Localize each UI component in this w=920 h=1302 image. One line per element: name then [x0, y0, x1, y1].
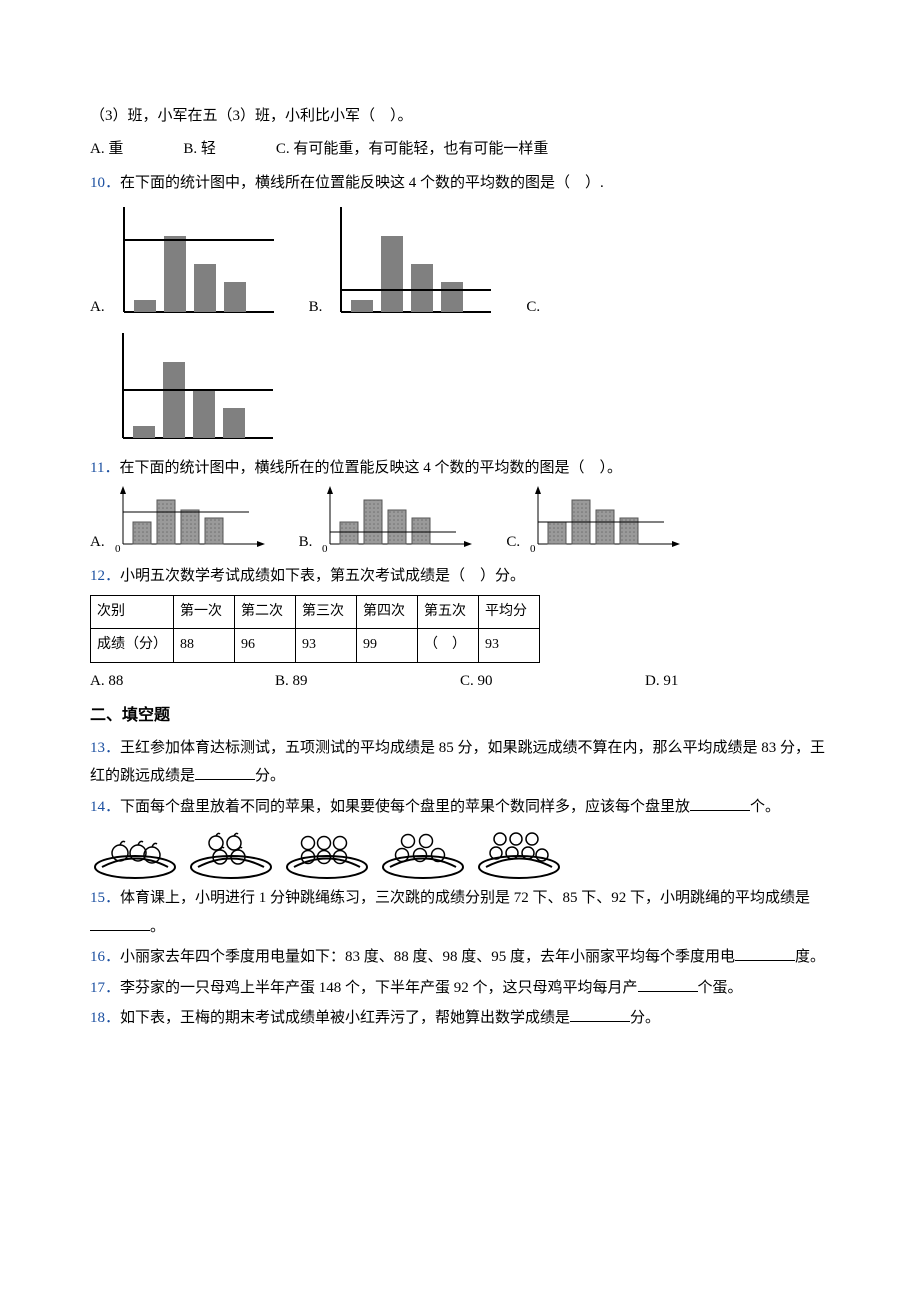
th-2: 第二次	[235, 595, 296, 629]
q13-num: 13．	[90, 740, 120, 756]
q11: 11．在下面的统计图中，横线所在的位置能反映这 4 个数的平均数的图是（ ）。	[90, 454, 830, 483]
q9-opt-b: B. 轻	[183, 135, 216, 164]
q11-opt-a: A. 0	[90, 486, 269, 556]
td-3: 93	[296, 629, 357, 663]
td-4: 99	[357, 629, 418, 663]
th-4: 第四次	[357, 595, 418, 629]
q16-t1: 小丽家去年四个季度用电量如下：83 度、88 度、98 度、95 度，去年小丽家…	[120, 949, 735, 965]
td-0: 成绩（分）	[91, 629, 174, 663]
q15-blank[interactable]	[90, 915, 150, 931]
q11-a-label: A.	[90, 528, 105, 557]
plate-icon	[378, 825, 468, 880]
q10-charts-row2	[90, 328, 830, 448]
plate-icon	[282, 825, 372, 880]
q12-opt-b: B. 89	[275, 667, 460, 696]
th-3: 第三次	[296, 595, 357, 629]
q11-num: 11．	[90, 460, 119, 476]
q16-t2: 度。	[795, 949, 825, 965]
svg-text:0: 0	[322, 543, 328, 555]
q10-charts-row1: A. B. C.	[90, 202, 830, 322]
q12-opt-d: D. 91	[645, 667, 830, 696]
q10-chart-b	[326, 202, 496, 322]
q14: 14．下面每个盘里放着不同的苹果，如果要使每个盘里的苹果个数同样多，应该每个盘里…	[90, 793, 830, 822]
table-row: 成绩（分） 88 96 93 99 （ ） 93	[91, 629, 540, 663]
q14-plates	[90, 825, 830, 880]
q12-table: 次别 第一次 第二次 第三次 第四次 第五次 平均分 成绩（分） 88 96 9…	[90, 595, 540, 663]
q11-chart-b: 0	[316, 486, 476, 556]
q14-blank[interactable]	[690, 795, 750, 811]
q11-chart-a: 0	[109, 486, 269, 556]
q9-options: A. 重 B. 轻 C. 有可能重，有可能轻，也有可能一样重	[90, 135, 830, 164]
q9-opt-c: C. 有可能重，有可能轻，也有可能一样重	[276, 135, 549, 164]
q14-t2: 个。	[750, 799, 780, 815]
q10-opt-a: A.	[90, 202, 279, 322]
q17-t2: 个蛋。	[698, 980, 743, 996]
td-2: 96	[235, 629, 296, 663]
q12-options: A. 88 B. 89 C. 90 D. 91	[90, 667, 830, 696]
q15-t2: 。	[150, 919, 165, 935]
q12-opt-c: C. 90	[460, 667, 645, 696]
q10-opt-c: C.	[526, 293, 544, 322]
q10-b-label: B.	[309, 293, 323, 322]
svg-text:0: 0	[115, 543, 121, 555]
q11-b-label: B.	[299, 528, 313, 557]
q9-tail: （3）班，小军在五（3）班，小利比小军（ ）。	[90, 102, 830, 131]
q17-blank[interactable]	[638, 976, 698, 992]
q16-blank[interactable]	[735, 945, 795, 961]
q11-opt-b: B. 0	[299, 486, 477, 556]
q11-chart-c: 0	[524, 486, 684, 556]
q11-opt-c: C. 0	[506, 486, 684, 556]
q10-num: 10．	[90, 175, 120, 191]
q14-num: 14．	[90, 799, 120, 815]
plate-icon	[474, 825, 564, 880]
th-0: 次别	[91, 595, 174, 629]
td-5: （ ）	[418, 629, 479, 663]
q18-blank[interactable]	[570, 1006, 630, 1022]
td-6: 93	[479, 629, 540, 663]
q17: 17．李芬家的一只母鸡上半年产蛋 148 个，下半年产蛋 92 个，这只母鸡平均…	[90, 974, 830, 1003]
q12-opt-a: A. 88	[90, 667, 275, 696]
q12-text: 小明五次数学考试成绩如下表，第五次考试成绩是（ ）分。	[120, 568, 525, 584]
q17-t1: 李芬家的一只母鸡上半年产蛋 148 个，下半年产蛋 92 个，这只母鸡平均每月产	[120, 980, 638, 996]
q17-num: 17．	[90, 980, 120, 996]
q16: 16．小丽家去年四个季度用电量如下：83 度、88 度、98 度、95 度，去年…	[90, 943, 830, 972]
q13: 13．王红参加体育达标测试，五项测试的平均成绩是 85 分，如果跳远成绩不算在内…	[90, 734, 830, 791]
q10-chart-a	[109, 202, 279, 322]
th-5: 第五次	[418, 595, 479, 629]
q14-t1: 下面每个盘里放着不同的苹果，如果要使每个盘里的苹果个数同样多，应该每个盘里放	[120, 799, 690, 815]
svg-text:0: 0	[530, 543, 536, 555]
q12-num: 12．	[90, 568, 120, 584]
q10-a-label: A.	[90, 293, 105, 322]
table-row: 次别 第一次 第二次 第三次 第四次 第五次 平均分	[91, 595, 540, 629]
q18-num: 18．	[90, 1010, 120, 1026]
page: （3）班，小军在五（3）班，小利比小军（ ）。 A. 重 B. 轻 C. 有可能…	[0, 0, 920, 1095]
q16-num: 16．	[90, 949, 120, 965]
q15-t1: 体育课上，小明进行 1 分钟跳绳练习，三次跳的成绩分别是 72 下、85 下、9…	[120, 890, 810, 906]
q10-c-label: C.	[526, 293, 540, 322]
q12: 12．小明五次数学考试成绩如下表，第五次考试成绩是（ ）分。	[90, 562, 830, 591]
q18-t1: 如下表，王梅的期末考试成绩单被小红弄污了，帮她算出数学成绩是	[120, 1010, 570, 1026]
q11-charts: A. 0 B. 0	[90, 486, 830, 556]
q15: 15．体育课上，小明进行 1 分钟跳绳练习，三次跳的成绩分别是 72 下、85 …	[90, 884, 830, 941]
q10-opt-c-chart	[108, 328, 278, 448]
q9-opt-a: A. 重	[90, 135, 123, 164]
plate-icon	[90, 825, 180, 880]
q10-opt-b: B.	[309, 202, 497, 322]
q10-text: 在下面的统计图中，横线所在位置能反映这 4 个数的平均数的图是（ ）.	[120, 175, 604, 191]
q10: 10．在下面的统计图中，横线所在位置能反映这 4 个数的平均数的图是（ ）.	[90, 169, 830, 198]
q15-num: 15．	[90, 890, 120, 906]
q18: 18．如下表，王梅的期末考试成绩单被小红弄污了，帮她算出数学成绩是 分。	[90, 1004, 830, 1033]
th-1: 第一次	[174, 595, 235, 629]
plate-icon	[186, 825, 276, 880]
td-1: 88	[174, 629, 235, 663]
q13-t2: 分。	[255, 768, 285, 784]
q13-blank[interactable]	[195, 764, 255, 780]
th-6: 平均分	[479, 595, 540, 629]
q11-c-label: C.	[506, 528, 520, 557]
q11-text: 在下面的统计图中，横线所在的位置能反映这 4 个数的平均数的图是（ ）。	[119, 460, 622, 476]
section-2-title: 二、填空题	[90, 701, 830, 731]
q10-chart-c	[108, 328, 278, 448]
q18-t2: 分。	[630, 1010, 660, 1026]
